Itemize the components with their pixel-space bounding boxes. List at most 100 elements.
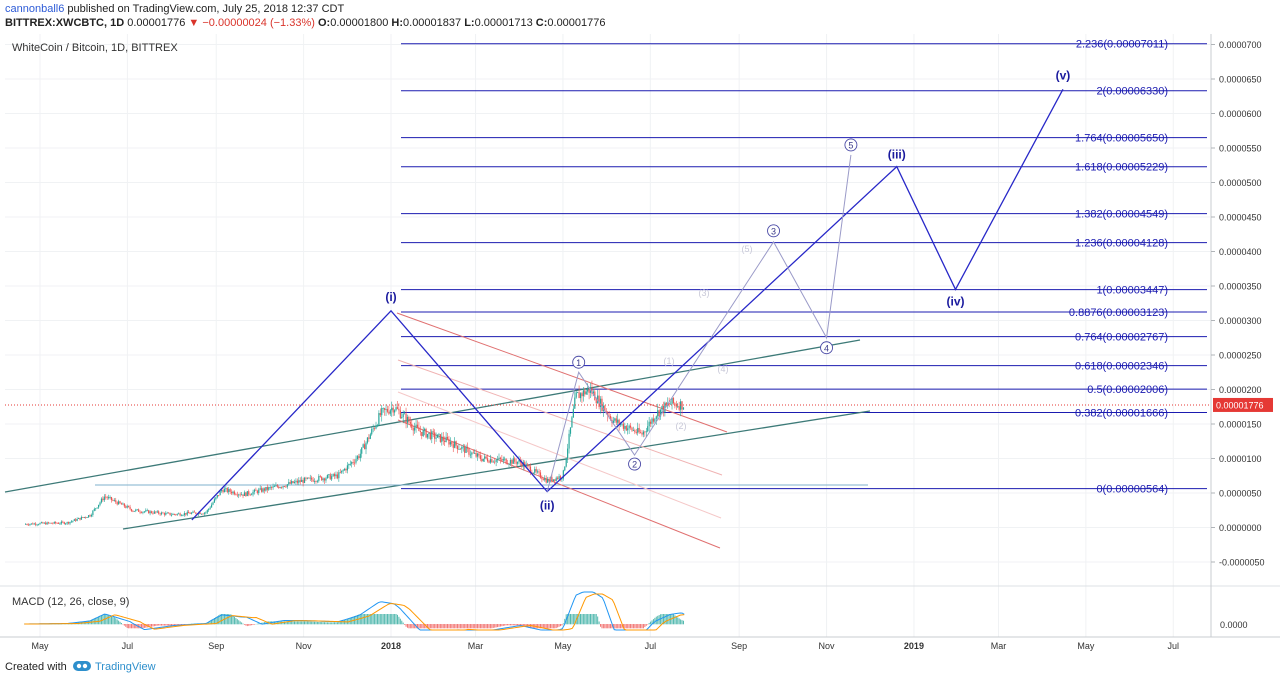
candle-body — [574, 397, 576, 409]
candle-body — [148, 510, 150, 514]
trend-channels[interactable] — [4, 312, 871, 549]
macd-histogram-bar — [389, 614, 391, 625]
candle-body — [537, 471, 539, 473]
macd-histogram-bar — [674, 615, 676, 625]
candle-body — [502, 459, 504, 461]
candle-body — [547, 478, 549, 483]
candle-body — [112, 500, 114, 501]
fibonacci-extension[interactable]: 2.236(0.00007011) 2(0.00006330) 1.764(0.00… — [401, 39, 1207, 496]
candle-body — [208, 508, 210, 511]
candle-body — [389, 410, 391, 414]
macd-histogram-bar — [489, 624, 491, 629]
macd-histogram-bar — [668, 614, 670, 625]
candle-body — [671, 397, 673, 404]
macd-histogram-bar — [521, 624, 523, 626]
elliott-waves[interactable]: (i) (ii) (iii) (iv) (v) 1 2 3 4 5 (1) (2) (3) (4) (5) — [191, 68, 1071, 521]
candle-body — [635, 432, 637, 433]
candle-body — [209, 507, 211, 509]
candle-body — [133, 510, 135, 512]
candle-body — [57, 523, 60, 524]
grid — [5, 34, 1210, 637]
candle-body — [670, 403, 672, 405]
axes: 0.0000700 0.0000650 0.0000600 0.0000550 0.00… — [0, 34, 1280, 651]
candle-body — [672, 397, 675, 404]
candle-body — [592, 391, 594, 394]
macd-histogram-bar — [225, 614, 227, 625]
macd-histogram-bar — [497, 624, 499, 628]
macd-histogram-bar — [501, 624, 503, 627]
candle-body — [55, 521, 57, 524]
candle-body — [498, 457, 500, 460]
macd-histogram-bar — [399, 618, 401, 625]
macd-histogram-bar — [522, 624, 524, 627]
candle-body — [176, 513, 178, 515]
macd-histogram-bar — [372, 614, 374, 625]
candle-body — [446, 436, 449, 439]
macd-histogram-bar — [375, 614, 377, 625]
macd-histogram-bar — [222, 614, 224, 625]
macd-histogram-bar — [640, 624, 642, 629]
candle-body — [239, 494, 241, 496]
price-tick-label: 0.0000200 — [1219, 385, 1262, 395]
macd-histogram-bar — [435, 624, 437, 629]
candle-body — [599, 398, 602, 408]
price-tick-label: 0.0000250 — [1219, 351, 1262, 361]
macd-histogram-bar — [221, 614, 223, 625]
macd-histogram-bar — [678, 618, 680, 625]
candle-body — [675, 403, 677, 407]
macd-histogram-bar — [213, 618, 215, 625]
wave-label: (v) — [1056, 68, 1071, 82]
macd-histogram-bar — [98, 616, 100, 625]
macd-histogram-bar — [511, 624, 513, 626]
tradingview-logo-icon[interactable] — [72, 658, 92, 674]
macd-histogram-bar — [132, 624, 134, 629]
candle-body — [39, 523, 41, 525]
price-tick-label: 0.0000700 — [1219, 40, 1262, 50]
candle-body — [542, 479, 544, 481]
candle-body — [56, 523, 58, 524]
candle-body — [651, 418, 653, 424]
candle-body — [285, 486, 287, 488]
candle-body — [299, 480, 301, 482]
macd-histogram-bar — [661, 614, 663, 625]
tradingview-link[interactable]: TradingView — [95, 661, 156, 673]
macd-histogram-bar — [391, 614, 393, 625]
candle-body — [408, 417, 410, 423]
author-link[interactable]: cannonball6 — [5, 3, 65, 15]
fib-level-label: 0.618(0.00002346) — [1075, 361, 1168, 373]
macd-histogram-bar — [648, 622, 650, 625]
created-with-text: Created with — [5, 661, 67, 673]
candle-body — [109, 497, 111, 498]
candle-body — [534, 469, 536, 473]
candle-body — [331, 476, 333, 480]
macd-histogram-bar — [398, 616, 400, 625]
macd-histogram-bar — [591, 614, 593, 625]
macd-histogram-bar — [216, 616, 218, 625]
candle-body — [45, 522, 47, 525]
macd-histogram-bar — [176, 624, 178, 626]
candle-body — [59, 523, 61, 525]
candle-body — [325, 478, 327, 481]
candle-body — [597, 395, 599, 404]
candle-body — [508, 463, 510, 465]
time-tick-label: Nov — [296, 641, 313, 651]
candle-body — [173, 513, 175, 515]
symbol-name[interactable]: BITTREX:XWCBTC, 1D — [5, 17, 125, 29]
macd-histogram-bar — [607, 624, 609, 629]
macd-histogram-bar — [120, 622, 122, 625]
macd-histogram-bar — [108, 615, 110, 625]
candle-body — [614, 418, 616, 421]
candle-body — [195, 512, 197, 514]
wave-label: (i) — [385, 290, 396, 304]
macd-histogram-bar — [243, 624, 245, 625]
candle-body — [429, 432, 431, 440]
candle-body — [494, 461, 496, 463]
macd-histogram-bar — [181, 624, 183, 625]
candle-body — [63, 522, 65, 524]
fib-level-label: 1.236(0.00004128) — [1075, 238, 1168, 250]
candle-body — [80, 517, 83, 520]
candle-body — [674, 403, 676, 405]
candle-body — [326, 475, 329, 479]
candle-body — [419, 431, 421, 432]
